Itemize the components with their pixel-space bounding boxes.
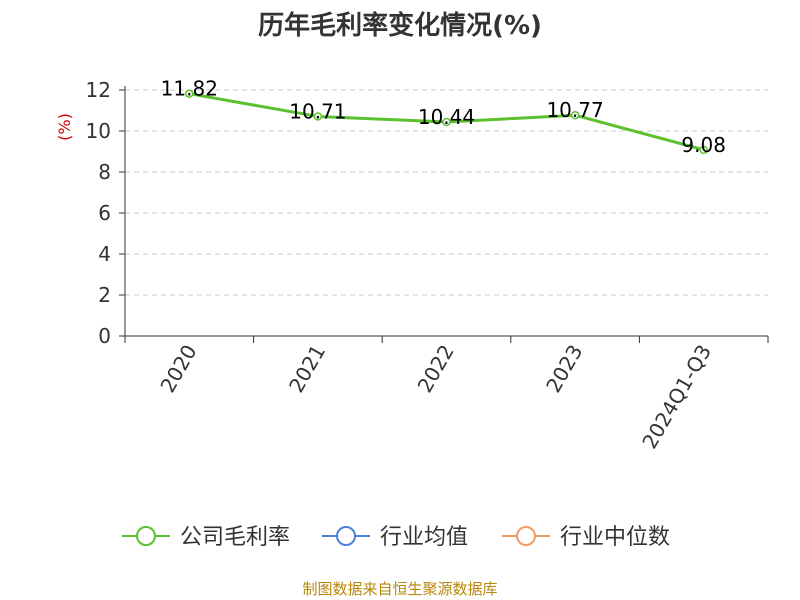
data-label: 10.44: [418, 105, 475, 129]
y-tick-label: 10: [86, 119, 111, 143]
y-tick-label: 4: [98, 242, 111, 266]
x-tick-label: 2020: [155, 341, 201, 397]
data-label: 9.08: [681, 133, 726, 157]
legend-item[interactable]: 行业均值: [322, 525, 468, 550]
x-tick-label: 2024Q1-Q3: [637, 341, 716, 453]
x-tick-label: 2023: [541, 341, 587, 397]
data-label: 11.82: [161, 77, 218, 101]
legend-marker: [516, 526, 536, 546]
legend-marker: [136, 526, 156, 546]
legend-label: 行业中位数: [560, 525, 670, 550]
data-point[interactable]: [699, 145, 708, 155]
series-layer: 11.82 10.71 10.44 10.77 9.08: [161, 77, 726, 157]
legend-marker: [336, 526, 356, 546]
data-label: 10.77: [546, 98, 603, 122]
source-note: 制图数据来自恒生聚源数据库: [302, 580, 497, 598]
gridlines: [125, 89, 768, 296]
y-tick-label: 6: [98, 201, 111, 225]
axes: [119, 86, 769, 343]
data-label: 10.71: [289, 99, 346, 123]
legend-item[interactable]: 行业中位数: [502, 525, 670, 550]
legend-item[interactable]: 公司毛利率: [122, 525, 290, 550]
y-axis-label: (%): [55, 113, 74, 141]
data-point[interactable]: [313, 112, 323, 121]
x-tick-labels: 2020 2021 2022 2023 2024Q1-Q3: [155, 341, 716, 453]
data-point[interactable]: [442, 117, 451, 127]
y-tick-label: 0: [98, 324, 111, 348]
chart-title: 历年毛利率变化情况(%): [258, 10, 542, 41]
y-tick-labels: 0 2 4 6 8 10 12: [86, 78, 111, 348]
legend-label: 行业均值: [380, 525, 468, 550]
x-tick-label: 2021: [284, 341, 330, 397]
legend-label: 公司毛利率: [180, 525, 290, 550]
y-tick-label: 8: [98, 160, 111, 184]
x-tick-label: 2022: [413, 341, 459, 397]
y-tick-label: 2: [98, 283, 111, 307]
data-point[interactable]: [185, 89, 194, 98]
data-point[interactable]: [570, 110, 580, 120]
y-tick-label: 12: [86, 78, 111, 102]
legend[interactable]: 公司毛利率 行业均值 行业中位数: [122, 525, 670, 550]
